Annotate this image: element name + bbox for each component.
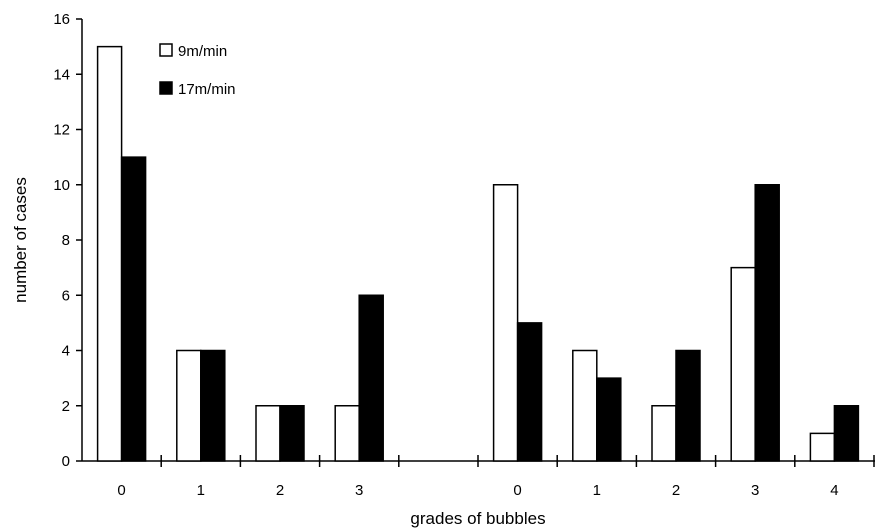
x-tick-label: 1	[197, 482, 205, 499]
x-tick-label: 4	[830, 482, 838, 499]
bar-17m-min	[675, 349, 701, 462]
bar-9m-min	[572, 349, 598, 462]
bar-9m-min	[176, 349, 202, 462]
bar-17m-min	[754, 184, 780, 462]
y-tick-label: 2	[62, 398, 70, 415]
x-axis-label: grades of bubbles	[410, 509, 545, 528]
y-tick-label: 16	[53, 11, 70, 28]
bar-9m-min	[334, 405, 360, 462]
x-tick-label: 1	[593, 482, 601, 499]
x-tick-label: 2	[672, 482, 680, 499]
bar-9m-min	[96, 45, 123, 462]
bar-9m-min	[492, 184, 519, 462]
y-tick-label: 12	[53, 122, 70, 139]
bar-17m-min	[120, 156, 147, 462]
bar-9m-min	[730, 266, 756, 462]
bar-17m-min	[279, 405, 305, 462]
y-tick-label: 10	[53, 177, 70, 194]
bar-17m-min	[358, 294, 384, 462]
bar-17m-min	[516, 322, 543, 462]
x-tick-label: 3	[751, 482, 759, 499]
x-tick-label: 2	[276, 482, 284, 499]
y-tick-label: 14	[53, 66, 70, 83]
y-tick-label: 8	[62, 232, 70, 249]
bar-9m-min	[809, 432, 836, 462]
bar-17m-min	[833, 405, 860, 462]
legend-swatch	[159, 81, 173, 95]
legend-swatch	[159, 43, 173, 57]
legend-label: 17m/min	[178, 81, 236, 98]
y-axis-label: number of cases	[11, 177, 30, 303]
bar-17m-min	[200, 349, 226, 462]
y-tick-label: 4	[62, 343, 70, 360]
bar-9m-min	[651, 405, 677, 462]
legend: 9m/min 17m/min	[159, 43, 236, 98]
x-tick-label: 0	[513, 482, 521, 499]
bars	[96, 45, 860, 462]
x-tick-label: 3	[355, 482, 363, 499]
bar-9m-min	[255, 405, 281, 462]
y-tick-label: 6	[62, 287, 70, 304]
bar-17m-min	[596, 377, 622, 462]
y-tick-label: 0	[62, 453, 70, 470]
x-tick-label: 0	[117, 482, 125, 499]
legend-label: 9m/min	[178, 43, 227, 60]
